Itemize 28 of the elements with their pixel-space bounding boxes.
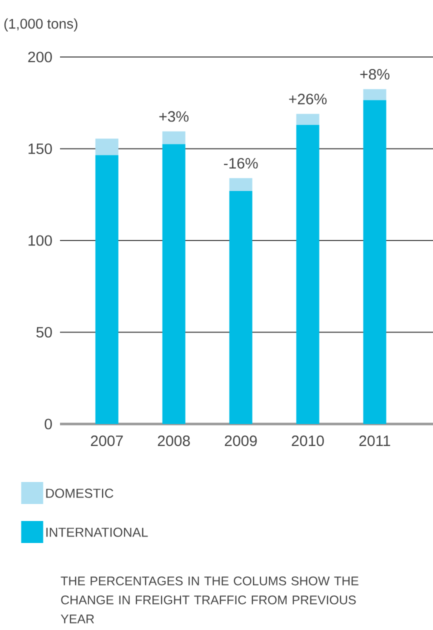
legend-label: INTERNATIONAL bbox=[46, 528, 148, 537]
y-tick-label: 200 bbox=[28, 52, 52, 62]
y-axis-title: (1,000 tons) bbox=[4, 18, 78, 32]
y-tick-label: 100 bbox=[28, 235, 52, 246]
legend-label: DOMESTIC bbox=[46, 488, 114, 498]
x-tick-label: 2008 bbox=[158, 436, 190, 446]
annotation: +8% bbox=[360, 68, 390, 80]
x-tick-label: 2011 bbox=[359, 436, 390, 446]
bar bbox=[95, 138, 118, 156]
text: THE PERCENTAGES IN THE COLUMS SHOW THE CHANGE IN FREIGHT TRAFFIC FROM PREVIOUS YEAR bbox=[60, 576, 358, 624]
bar bbox=[229, 178, 252, 191]
y-tick-label: 0 bbox=[44, 418, 52, 430]
bar bbox=[363, 89, 386, 100]
bar bbox=[162, 131, 186, 144]
y-tick-label: 150 bbox=[28, 143, 52, 154]
bar bbox=[296, 114, 320, 125]
annotation: +26% bbox=[289, 94, 327, 104]
bar bbox=[162, 144, 186, 424]
bar bbox=[229, 190, 252, 424]
annotation: -16% bbox=[224, 158, 258, 169]
bar bbox=[296, 124, 320, 424]
y-tick-label: 50 bbox=[36, 326, 52, 338]
bar bbox=[95, 155, 118, 424]
x-tick-label: 2010 bbox=[292, 436, 324, 446]
bar bbox=[363, 100, 386, 424]
annotation: +3% bbox=[159, 111, 189, 122]
x-tick-label: 2007 bbox=[90, 436, 123, 446]
x-tick-label: 2009 bbox=[224, 436, 257, 446]
